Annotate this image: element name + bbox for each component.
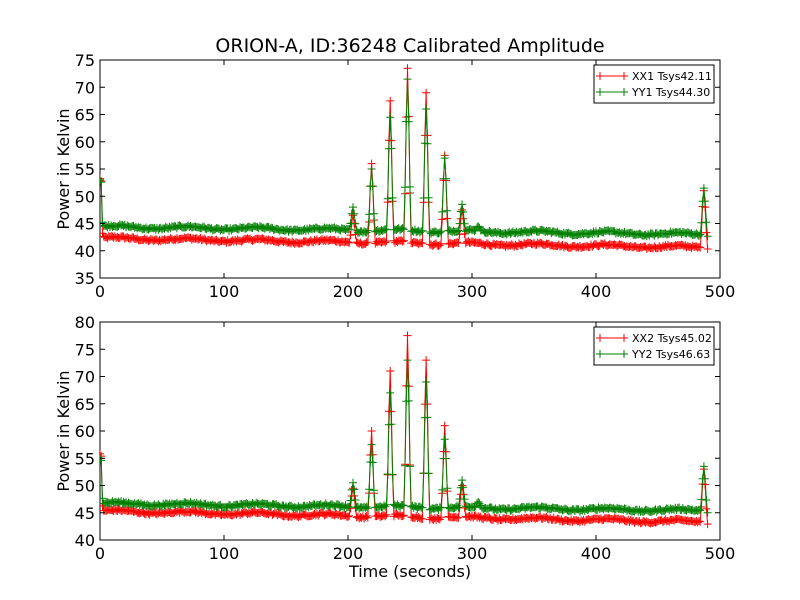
y-tick-label-2-4: 60 — [75, 422, 95, 441]
x-tick-label-1-5: 500 — [705, 282, 736, 301]
x-tick-label-2-0: 0 — [95, 544, 105, 563]
y-tick-label-2-6: 70 — [75, 368, 95, 387]
y-tick-label-1-0: 35 — [75, 269, 95, 288]
series-markers-2-2 — [100, 356, 712, 517]
legend-2: XX2 Tsys45.02 YY2 Tsys46.63 — [593, 326, 715, 366]
x-tick-label-1-0: 0 — [95, 282, 105, 301]
panels: 0 100 200 300 400 500354045505560657075Power … — [54, 51, 735, 563]
panel-2: 0 100 200 300 400 500 40 45 50 55 60 65 70 75 80 Power … — [54, 313, 735, 563]
y-tick-label-1-6: 65 — [75, 106, 95, 125]
y-tick-label-1-1: 40 — [75, 242, 95, 261]
legend-1: XX1 Tsys42.11 YY1 Tsys44.30 — [593, 64, 715, 104]
series-markers-1-2 — [100, 75, 712, 241]
chart-title: ORION-A, ID:36248 Calibrated Amplitude — [215, 35, 604, 57]
y-tick-label-2-5: 65 — [75, 395, 95, 414]
y-tick-label-1-8: 75 — [75, 51, 95, 70]
x-tick-label-2-1: 100 — [209, 544, 240, 563]
legend-label-1-2: YY1 Tsys44.30 — [631, 86, 710, 99]
legend-box-2 — [593, 326, 715, 366]
y-tick-label-2-8: 80 — [75, 313, 95, 332]
legend-label-2-2: YY2 Tsys46.63 — [631, 348, 710, 361]
y-tick-label-2-2: 50 — [75, 477, 95, 496]
series-markers-2-1 — [100, 331, 712, 529]
legend-marker-2-2 — [596, 350, 628, 358]
x-tick-label-2-5: 500 — [705, 544, 736, 563]
x-tick-label-1-3: 300 — [457, 282, 488, 301]
y-tick-label-2-0: 40 — [75, 531, 95, 550]
x-tick-label-2-3: 300 — [457, 544, 488, 563]
y-tick-label-2-1: 45 — [75, 504, 95, 523]
legend-box-1 — [593, 64, 715, 104]
y-tick-label-1-3: 50 — [75, 187, 95, 206]
y-tick-label-2-3: 55 — [75, 449, 95, 468]
x-tick-label-1-2: 200 — [333, 282, 364, 301]
panel-1: 0 100 200 300 400 500 35 40 45 50 55 60 65 70 75 Power … — [54, 51, 735, 301]
y-axis-label-2: Power in Kelvin — [54, 370, 73, 491]
y-tick-label-1-4: 55 — [75, 160, 95, 179]
series-group-1 — [100, 64, 712, 253]
x-tick-label-1-4: 400 — [581, 282, 612, 301]
legend-label-2-1: XX2 Tsys45.02 — [632, 332, 712, 345]
x-axis-label: Time (seconds) — [348, 562, 471, 581]
y-tick-label-2-7: 75 — [75, 340, 95, 359]
legend-label-1-1: XX1 Tsys42.11 — [632, 70, 712, 83]
x-tick-label-1-1: 100 — [209, 282, 240, 301]
y-tick-label-1-7: 70 — [75, 78, 95, 97]
x-tick-label-2-2: 200 — [333, 544, 364, 563]
legend-marker-2-1 — [596, 334, 628, 342]
y-axis-label-1: Power in Kelvin — [54, 108, 73, 229]
legend-marker-1-1 — [596, 72, 628, 80]
legend-marker-1-2 — [596, 88, 628, 96]
y-tick-label-1-2: 45 — [75, 215, 95, 234]
y-tick-label-1-5: 60 — [75, 133, 95, 152]
series-group-2 — [100, 331, 712, 529]
x-tick-label-2-4: 400 — [581, 544, 612, 563]
